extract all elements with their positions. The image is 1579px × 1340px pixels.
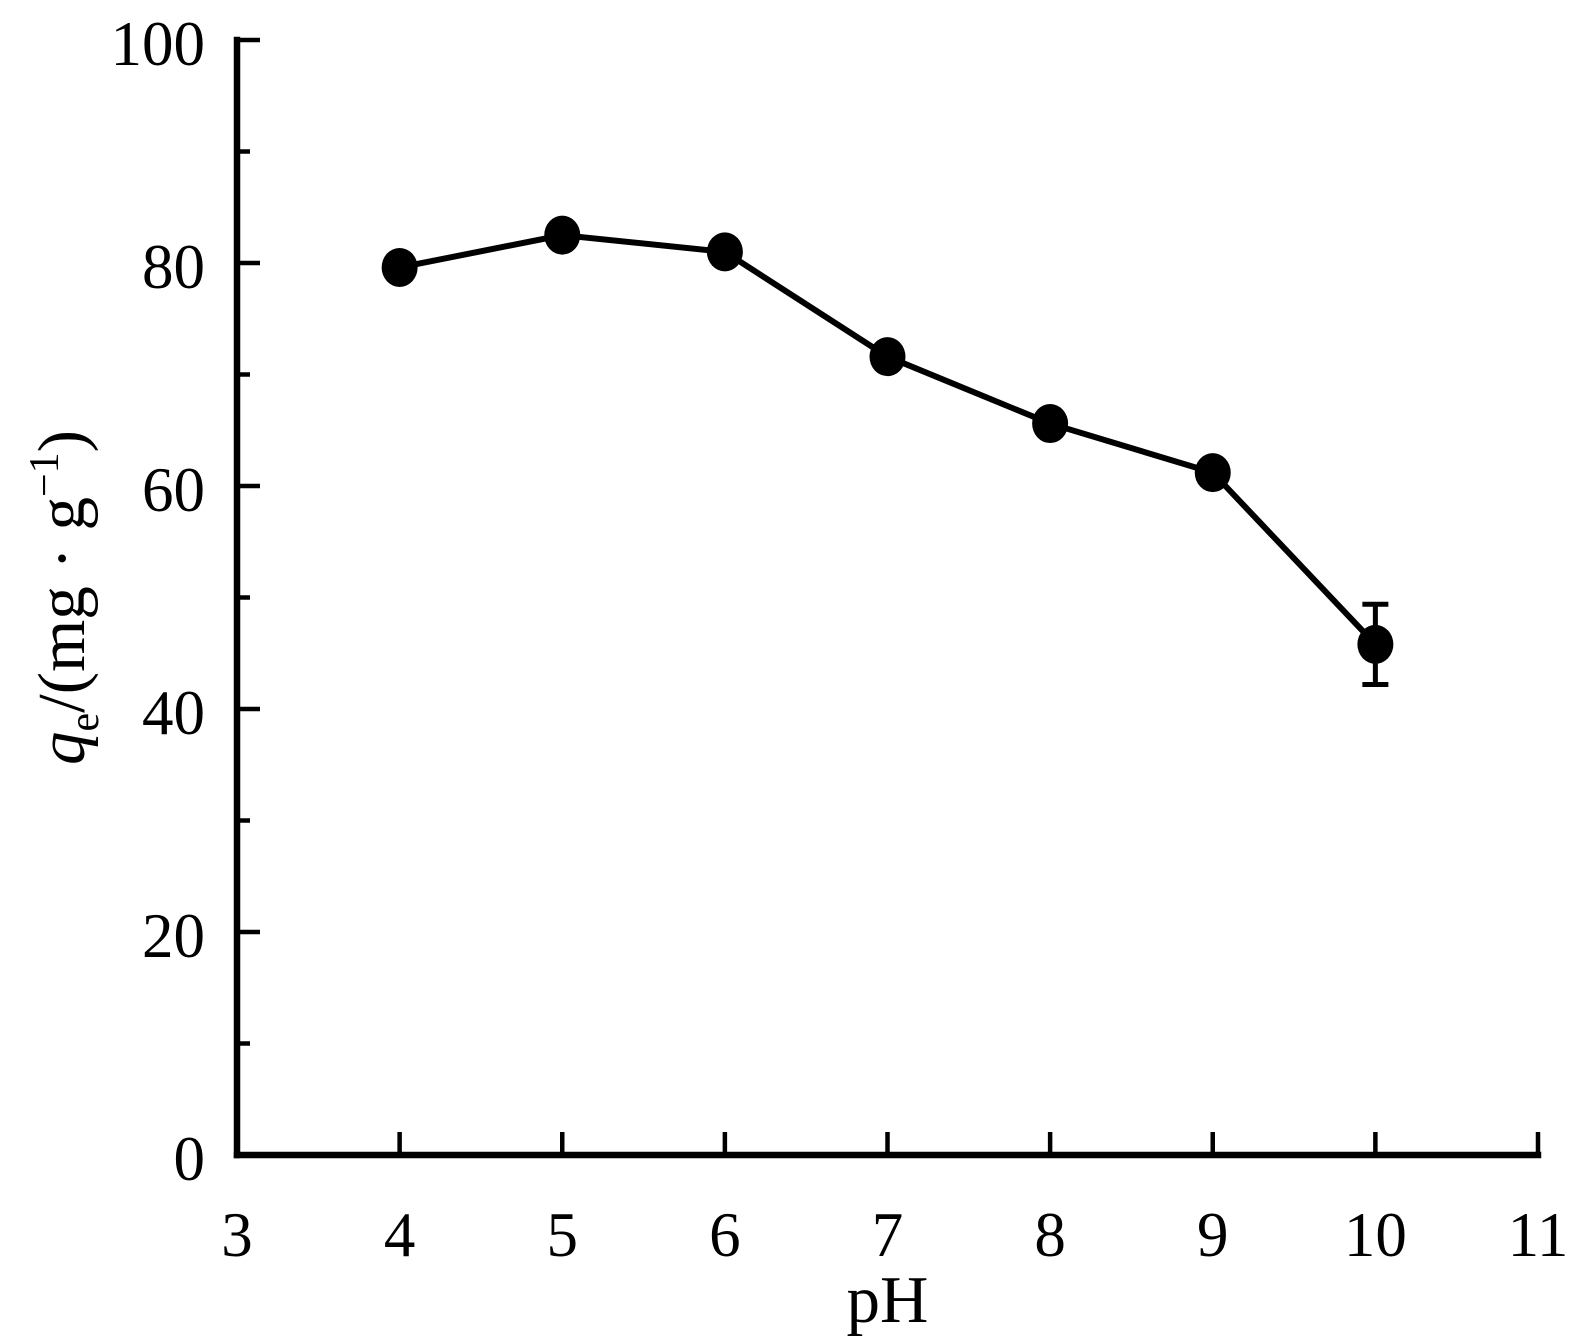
data-line bbox=[399, 232, 1378, 647]
y-axis-label-part: −1 bbox=[22, 452, 68, 497]
data-point bbox=[1194, 453, 1231, 493]
x-tick-label: 8 bbox=[1034, 1200, 1066, 1270]
y-tick-label: 80 bbox=[142, 232, 205, 302]
data-series bbox=[381, 215, 1394, 687]
axes-spines bbox=[233, 36, 1542, 1159]
y-axis-label-part: /(mg bbox=[25, 586, 99, 713]
y-axis-label-part: q bbox=[25, 732, 99, 766]
x-axis-label: pH bbox=[847, 1263, 929, 1337]
x-tick-label: 7 bbox=[872, 1200, 904, 1270]
axis-ticks bbox=[234, 37, 1541, 1158]
x-tick-label: 6 bbox=[709, 1200, 741, 1270]
y-axis-label-part: g bbox=[25, 497, 99, 531]
tick-labels: 3 4 5 6 7 8 9 10 11 0 20 40 60 80 100 bbox=[111, 9, 1569, 1270]
x-tick-label: 9 bbox=[1197, 1200, 1229, 1270]
data-point bbox=[1032, 404, 1069, 444]
y-axis-label-part: ) bbox=[25, 430, 99, 452]
y-axis-label-part: · bbox=[25, 530, 99, 586]
y-axis-label-part: e bbox=[62, 713, 108, 732]
data-point bbox=[706, 232, 743, 272]
y-tick-label: 20 bbox=[142, 901, 205, 971]
data-point bbox=[544, 215, 581, 255]
data-point bbox=[1357, 624, 1394, 664]
x-tick-label: 3 bbox=[221, 1200, 253, 1270]
x-tick-label: 4 bbox=[384, 1200, 416, 1270]
y-tick-label: 40 bbox=[142, 678, 205, 748]
data-point bbox=[869, 337, 906, 377]
y-tick-label: 60 bbox=[142, 455, 205, 525]
x-tick-label: 10 bbox=[1344, 1200, 1407, 1270]
y-tick-label: 0 bbox=[174, 1124, 206, 1194]
y-tick-label: 100 bbox=[111, 9, 206, 79]
x-tick-label: 5 bbox=[547, 1200, 579, 1270]
y-axis-label: qe/(mg · g−1) bbox=[22, 430, 108, 765]
data-point bbox=[381, 247, 418, 287]
x-tick-label: 11 bbox=[1508, 1200, 1569, 1270]
